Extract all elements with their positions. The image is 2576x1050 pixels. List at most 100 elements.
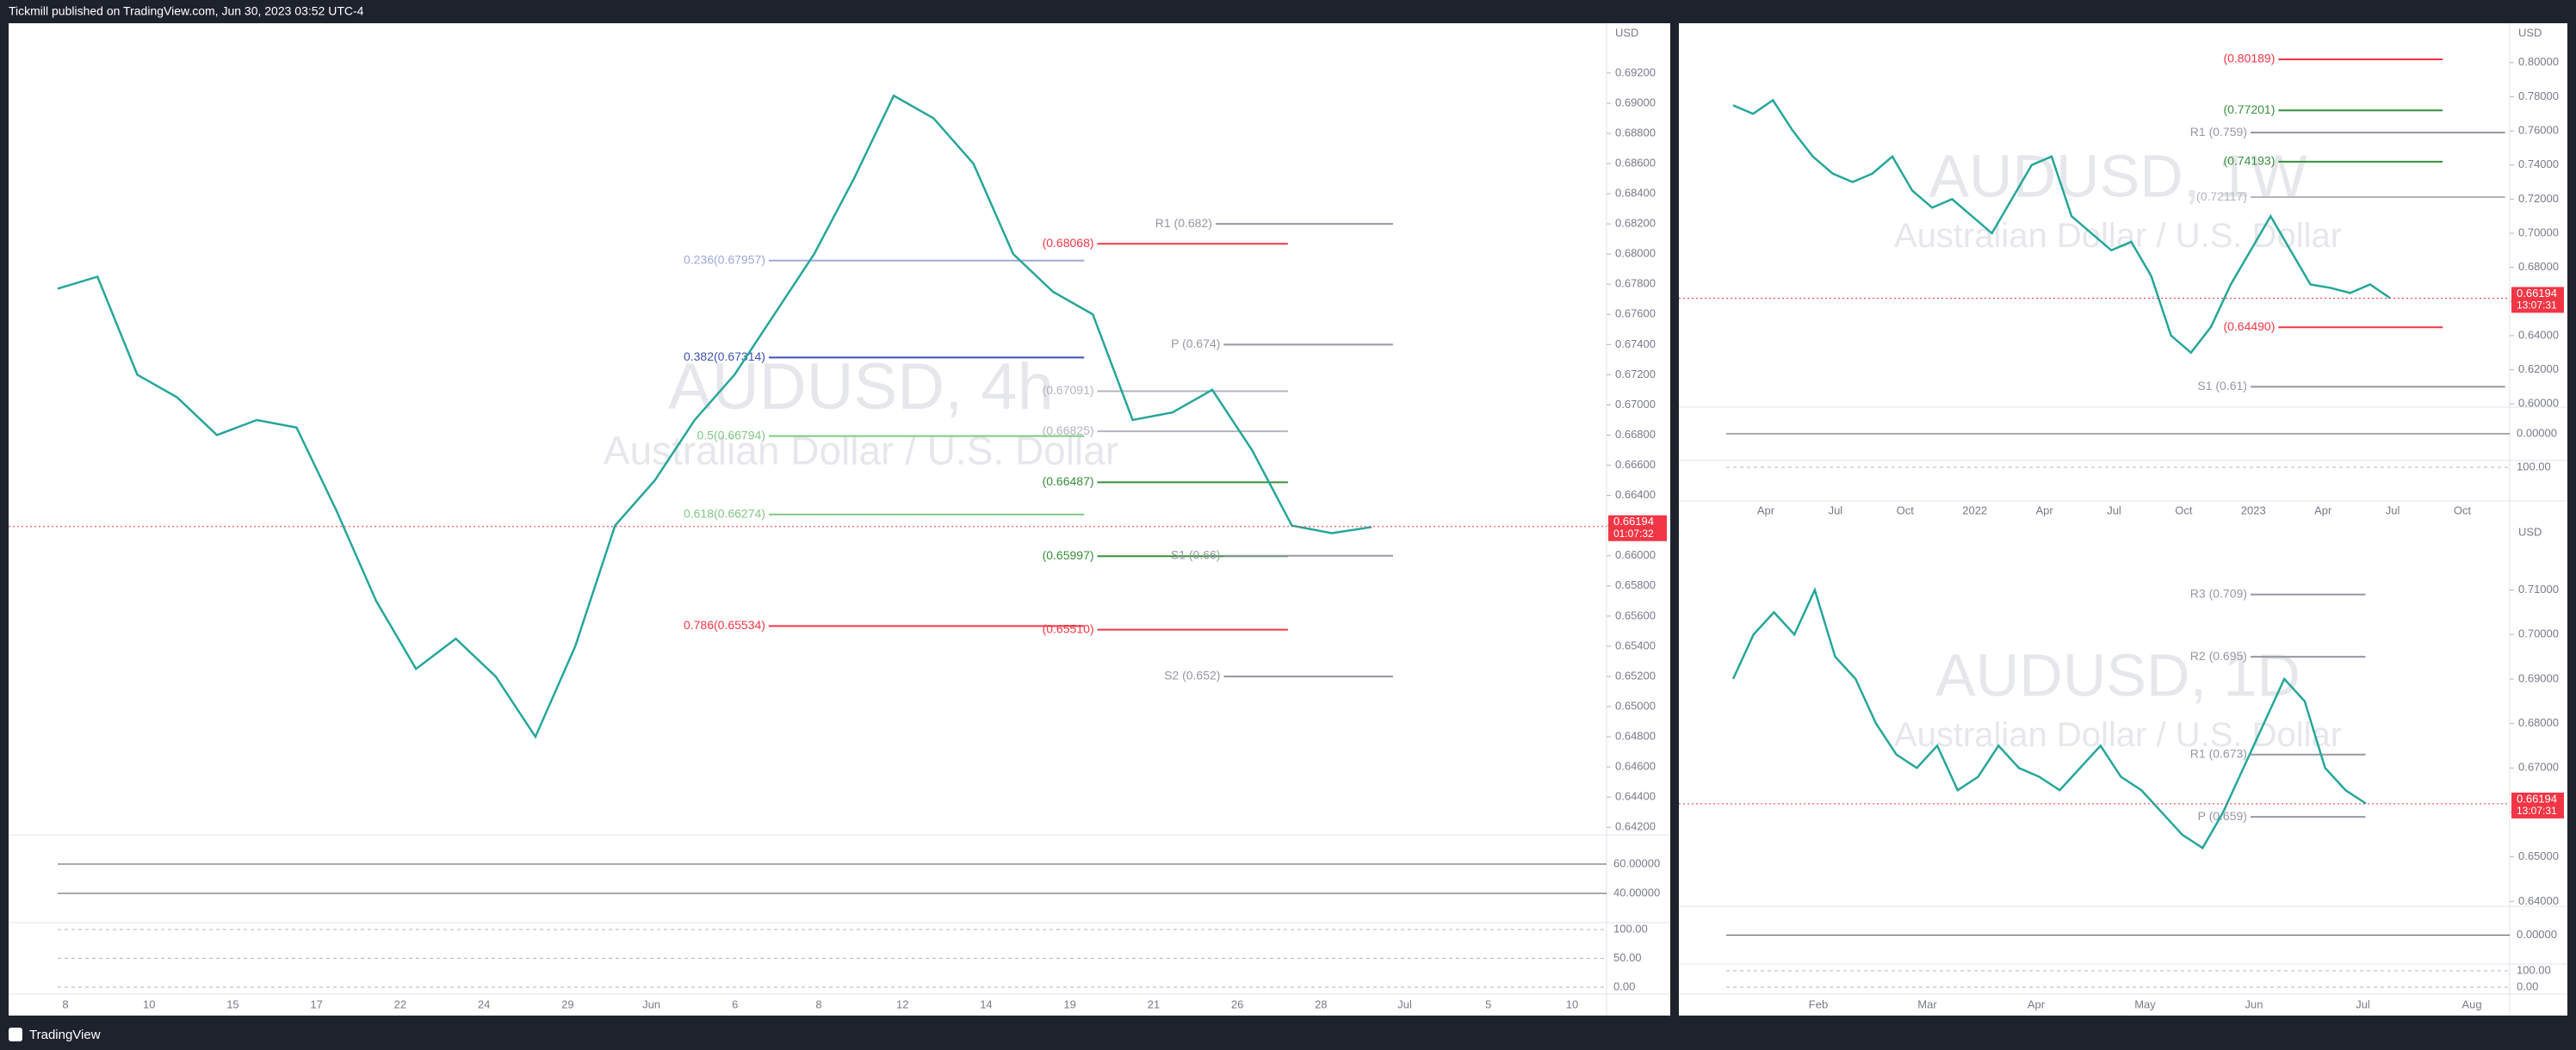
- price-tick-label: 0.80000: [2518, 55, 2559, 68]
- watermark: AUDUSD, 1W: [1929, 142, 2307, 209]
- price-tick-label: 0.78000: [2518, 90, 2559, 102]
- price-tick-label: 0.66600: [1615, 458, 1656, 471]
- chart-panel: [1679, 522, 2567, 1016]
- price-tick-label: 0.70000: [2518, 627, 2559, 640]
- time-label: 2023: [2241, 503, 2266, 516]
- time-label: 29: [561, 998, 573, 1010]
- price-tick-label: 0.68800: [1615, 126, 1656, 139]
- time-label: 19: [1063, 998, 1075, 1010]
- level-label: (0.74193): [2223, 154, 2275, 168]
- level-label: (0.72117): [2196, 189, 2247, 203]
- publish-note: Tickmill published on TradingView.com, J…: [9, 4, 364, 18]
- time-label: Feb: [1809, 998, 1828, 1010]
- price-tick-label: 0.65000: [2518, 849, 2559, 862]
- price-tick-label: 0.67800: [1615, 277, 1656, 290]
- oscillator-tick-label: 100.00: [2517, 460, 2551, 472]
- price-line: [57, 94, 1372, 739]
- price-tick-label: 0.69000: [2518, 671, 2559, 684]
- level-label: 0.5(0.66794): [697, 428, 765, 442]
- currency-label: USD: [1615, 26, 1638, 39]
- brand[interactable]: TradingView: [29, 1028, 101, 1042]
- price-tick-label: 0.71000: [2518, 583, 2559, 596]
- level-label: S1 (0.66): [1171, 547, 1221, 561]
- level-label: 0.618(0.66274): [684, 506, 765, 520]
- price-tick-label: 0.76000: [2518, 124, 2559, 137]
- brand-logo: [9, 1028, 22, 1041]
- watermark-subtitle: Australian Dollar / U.S. Dollar: [1894, 716, 2342, 754]
- price-tick-label: 0.65400: [1615, 639, 1656, 652]
- time-label: 15: [226, 998, 238, 1010]
- indicator-tick-label: 0.00000: [2517, 928, 2557, 941]
- last-price-box: [2511, 792, 2564, 818]
- price-tick-label: 0.69200: [1615, 65, 1656, 78]
- time-label: Oct: [2175, 503, 2193, 516]
- price-tick-label: 0.64600: [1615, 760, 1656, 773]
- price-tick-label: 0.66000: [1615, 548, 1656, 561]
- level-label: (0.68068): [1043, 236, 1094, 250]
- time-label: 5: [1485, 998, 1491, 1010]
- level-label: P (0.659): [2198, 809, 2247, 823]
- price-tick-label: 0.64800: [1615, 730, 1656, 743]
- level-label: R1 (0.682): [1155, 216, 1212, 230]
- time-label: May: [2134, 998, 2156, 1010]
- level-label: (0.66825): [1043, 423, 1094, 437]
- oscillator-tick-label: 50.00: [1613, 951, 1642, 964]
- price-tick-label: 0.67000: [2518, 761, 2559, 774]
- time-label: Apr: [1757, 503, 1775, 516]
- last-price-box: [1608, 515, 1667, 541]
- time-label: 17: [310, 998, 322, 1010]
- time-label: Apr: [2314, 503, 2332, 516]
- time-label: Jun: [2245, 998, 2263, 1010]
- time-label: 10: [143, 998, 155, 1010]
- currency-label: USD: [2518, 525, 2542, 538]
- watermark-subtitle: Australian Dollar / U.S. Dollar: [604, 428, 1118, 472]
- level-label: (0.65510): [1043, 621, 1094, 635]
- time-label: 14: [980, 998, 992, 1010]
- level-label: (0.66487): [1043, 474, 1094, 488]
- time-label: Mar: [1917, 998, 1937, 1010]
- price-tick-label: 0.68000: [2518, 716, 2559, 729]
- time-label: Jul: [1829, 503, 1843, 516]
- time-label: Oct: [1897, 503, 1915, 516]
- oscillator-tick-label: 0.00: [2517, 979, 2538, 992]
- price-tick-label: 0.68000: [2518, 260, 2559, 273]
- price-tick-label: 0.65000: [1615, 699, 1656, 712]
- time-label: 28: [1315, 998, 1327, 1010]
- oscillator-tick-label: 100.00: [2517, 963, 2551, 976]
- time-label: 6: [732, 998, 738, 1010]
- price-tick-label: 0.65200: [1615, 669, 1656, 682]
- indicator-tick-label: 0.00000: [2517, 426, 2557, 439]
- price-tick-label: 0.67200: [1615, 368, 1656, 380]
- level-label: S2 (0.652): [1164, 669, 1220, 682]
- oscillator-tick-label: 100.00: [1613, 922, 1648, 935]
- time-label: 12: [896, 998, 908, 1010]
- time-label: 8: [62, 998, 68, 1010]
- time-label: Aug: [2461, 998, 2481, 1010]
- level-label: (0.67091): [1043, 383, 1094, 397]
- time-label: Jul: [2356, 998, 2370, 1010]
- chart-panel: [1679, 23, 2567, 522]
- time-label: 26: [1231, 998, 1243, 1010]
- price-tick-label: 0.67600: [1615, 307, 1656, 320]
- level-label: 0.786(0.65534): [684, 618, 765, 632]
- countdown: 13:07:31: [2517, 300, 2557, 312]
- time-label: Jun: [642, 998, 660, 1010]
- level-label: P (0.674): [1171, 337, 1220, 350]
- price-tick-label: 0.64000: [2518, 328, 2559, 341]
- time-label: Jul: [2107, 503, 2121, 516]
- level-label: (0.64490): [2223, 319, 2275, 333]
- price-tick-label: 0.72000: [2518, 192, 2559, 205]
- time-label: Jul: [1397, 998, 1412, 1010]
- time-label: Apr: [2028, 998, 2046, 1010]
- indicator-tick-label: 40.00000: [1613, 886, 1660, 899]
- price-tick-label: 0.60000: [2518, 397, 2559, 410]
- time-label: 22: [394, 998, 406, 1010]
- level-label: S1 (0.61): [2197, 379, 2247, 392]
- countdown: 01:07:32: [1613, 528, 1654, 540]
- price-tick-label: 0.68600: [1615, 156, 1656, 169]
- countdown: 13:07:31: [2517, 805, 2557, 817]
- level-label: 0.236(0.67957): [684, 252, 765, 266]
- chart-panel: [9, 23, 1670, 1016]
- currency-label: USD: [2518, 26, 2542, 39]
